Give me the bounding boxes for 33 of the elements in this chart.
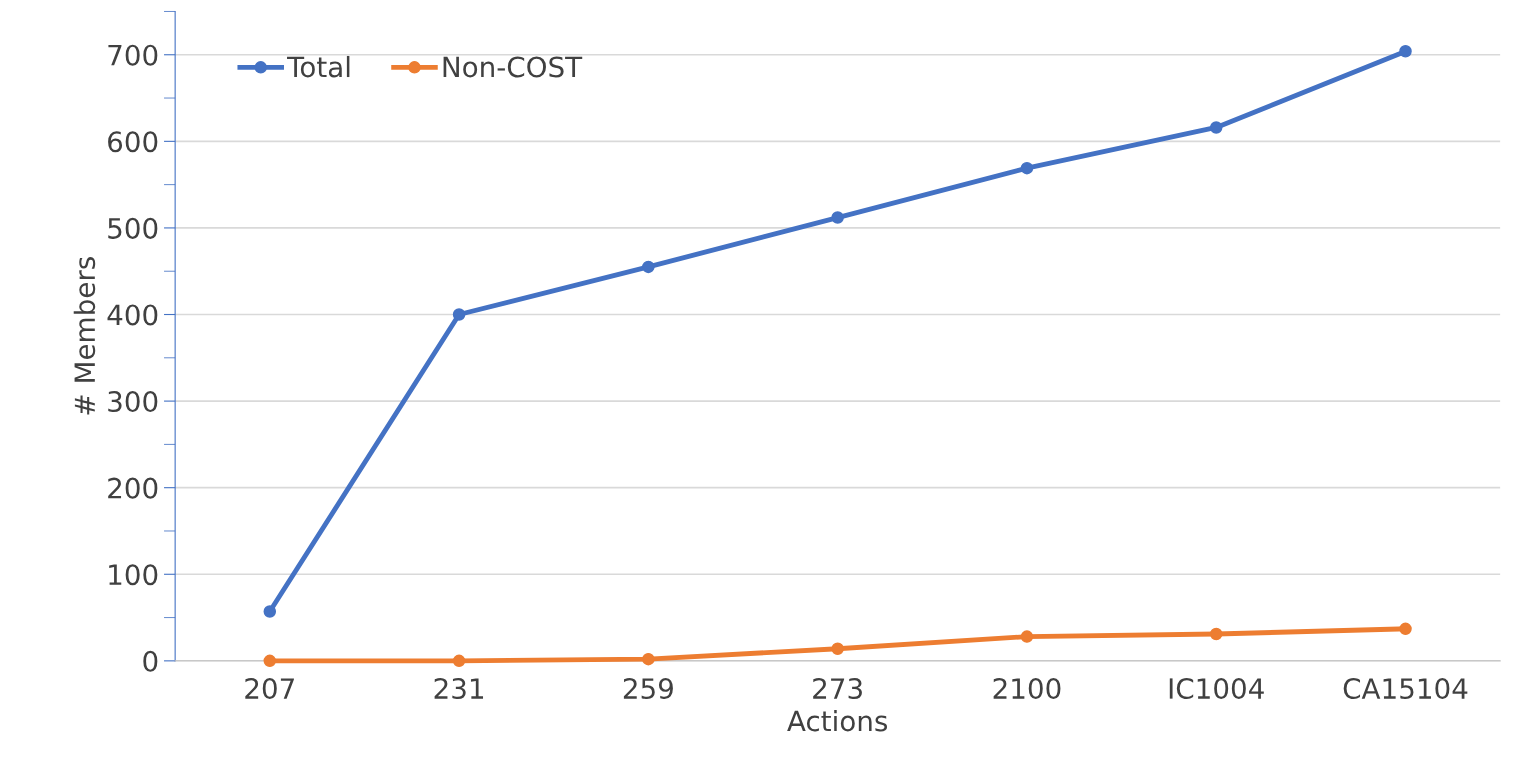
point: [1020, 161, 1034, 175]
x-axis-title: Actions: [787, 709, 888, 732]
y-tick-label: 100: [109, 564, 158, 586]
y-axis-title: # Members: [73, 257, 96, 415]
y-tick-label: 700: [108, 44, 158, 66]
point: [1399, 45, 1412, 58]
point: [642, 260, 655, 274]
point: [1399, 622, 1412, 636]
point: [452, 654, 466, 668]
point: [452, 308, 466, 321]
x-tick-label: 273: [813, 678, 862, 700]
y-tick-label: 200: [108, 477, 158, 499]
point: [263, 605, 277, 618]
x-tick-label: 259: [623, 678, 673, 700]
point: [263, 654, 277, 668]
x-tick-label: IC1004: [1169, 678, 1264, 700]
point: [1209, 627, 1223, 641]
y-tick-label: 0: [143, 650, 158, 672]
x-tick-label: 231: [434, 678, 484, 700]
y-tick-label: 500: [108, 217, 158, 239]
y-tick-label: 300: [108, 391, 158, 413]
y-tick-label: 600: [108, 131, 158, 153]
point: [831, 211, 844, 224]
x-tick-label: 2100: [993, 678, 1061, 700]
x-tick-label: 207: [245, 678, 294, 700]
point: [1209, 121, 1223, 134]
legend-label: Total: [287, 55, 350, 78]
point: [642, 652, 655, 666]
y-tick-label: 400: [107, 304, 158, 326]
point: [1020, 630, 1034, 643]
x-tick-label: CA15104: [1343, 678, 1468, 700]
point: [831, 642, 844, 655]
legend-label: Non-COST: [443, 56, 583, 78]
